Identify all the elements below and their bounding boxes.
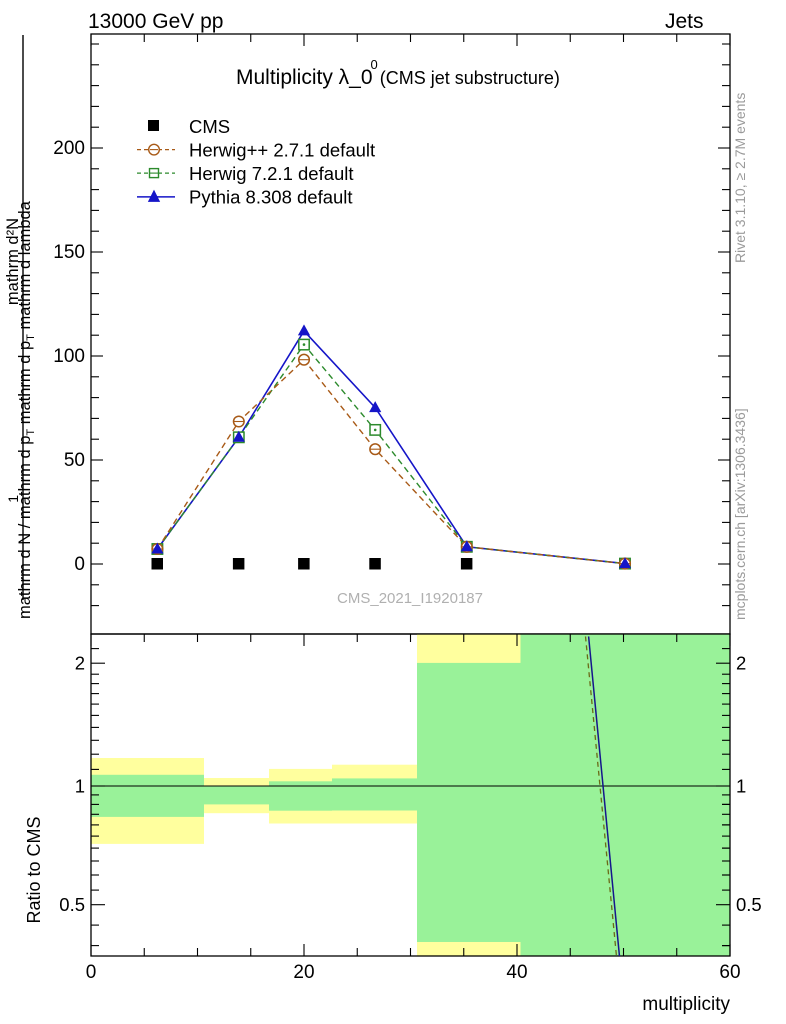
svg-text:2: 2 xyxy=(75,653,85,674)
svg-text:0.5: 0.5 xyxy=(736,894,762,915)
svg-text:2: 2 xyxy=(736,653,746,674)
svg-text:mcplots.cern.ch [arXiv:1306.34: mcplots.cern.ch [arXiv:1306.3436] xyxy=(732,408,748,620)
svg-text:1: 1 xyxy=(736,776,746,797)
svg-text:0.5: 0.5 xyxy=(59,894,85,915)
svg-text:multiplicity: multiplicity xyxy=(642,994,730,1015)
svg-text:60: 60 xyxy=(719,962,740,983)
svg-text:20: 20 xyxy=(293,962,314,983)
svg-text:0: 0 xyxy=(86,962,97,983)
svg-text:40: 40 xyxy=(506,962,527,983)
svg-text:Ratio to CMS: Ratio to CMS xyxy=(24,816,44,923)
svg-text:1: 1 xyxy=(75,776,85,797)
